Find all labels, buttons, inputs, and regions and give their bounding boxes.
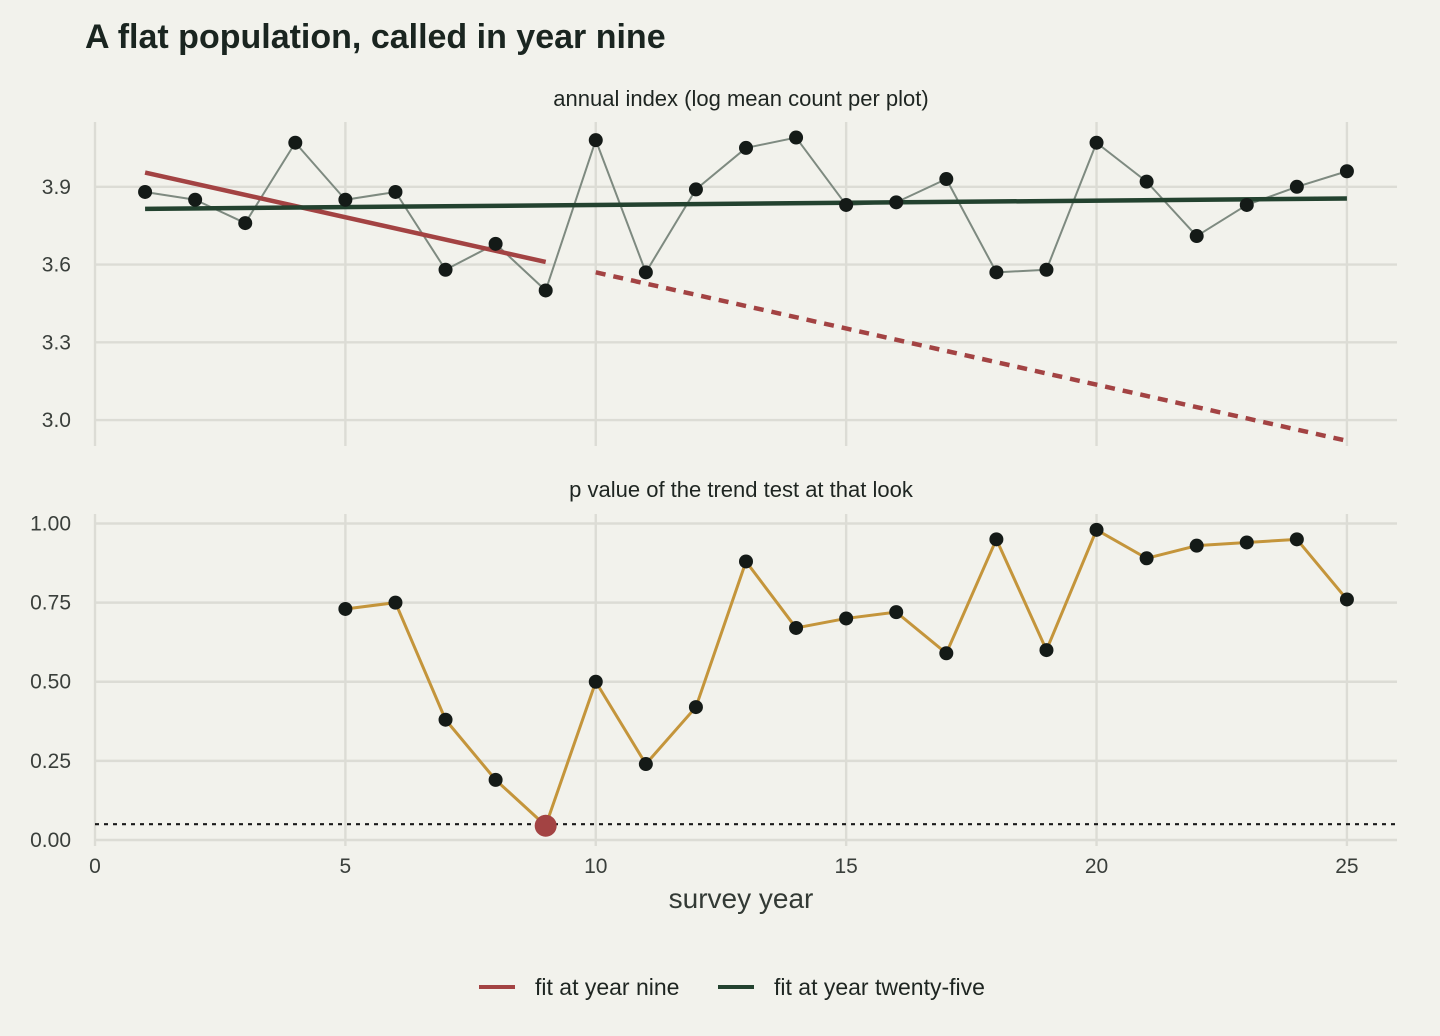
index-point [188, 192, 203, 207]
p-value-point [1239, 535, 1254, 550]
p-value-point [939, 646, 954, 661]
p-value-point [889, 605, 904, 620]
x-tick-label: 20 [1085, 855, 1108, 878]
index-point [588, 133, 603, 148]
panel-annual-index-grid [93, 122, 1397, 446]
index-point [1339, 164, 1354, 179]
p-value-point [438, 712, 453, 727]
p-value-point [1189, 538, 1204, 553]
index-point [989, 265, 1004, 280]
panel-p-value-series [95, 528, 1397, 828]
index-point [338, 192, 353, 207]
index-point [538, 283, 553, 298]
legend: fit at year nine fit at year twenty-five [479, 974, 985, 1000]
top-y-tick-label: 3.3 [42, 331, 71, 354]
index-point [1289, 179, 1304, 194]
panel-annual-index-subtitle: annual index (log mean count per plot) [553, 86, 928, 111]
index-point [1089, 135, 1104, 150]
p-value-point [989, 532, 1004, 547]
panel-p-value: p value of the trend test at that look 0… [30, 477, 1397, 878]
index-point [789, 130, 804, 145]
p-value-point [488, 772, 503, 787]
index-point [1239, 197, 1254, 212]
index-point [638, 265, 653, 280]
legend-label-fit-year-twenty-five: fit at year twenty-five [774, 974, 985, 1000]
panel-annual-index: annual index (log mean count per plot) 3… [42, 86, 1397, 446]
index-point [688, 182, 703, 197]
index-point [889, 195, 904, 210]
x-axis-ticks: 0 5 10 15 20 25 [89, 855, 1358, 878]
p-value-point [388, 595, 403, 610]
index-point [138, 184, 153, 199]
legend-label-fit-year-nine: fit at year nine [535, 974, 679, 1000]
index-point [488, 236, 503, 251]
p-value-point [688, 700, 703, 715]
bot-y-tick-label: 1.00 [30, 512, 71, 535]
bot-y-tick-label: 0.25 [30, 750, 71, 773]
top-y-tick-label: 3.9 [42, 176, 71, 199]
p-value-point [638, 757, 653, 772]
panel-p-value-y-ticks: 0.00 0.25 0.50 0.75 1.00 [30, 512, 71, 852]
p-value-point [1289, 532, 1304, 547]
x-tick-label: 0 [89, 855, 101, 878]
top-y-tick-label: 3.0 [42, 409, 71, 432]
panel-annual-index-y-ticks: 3.0 3.3 3.6 3.9 [42, 176, 71, 432]
x-tick-label: 10 [584, 855, 607, 878]
chart-title: A flat population, called in year nine [85, 18, 666, 56]
index-point [288, 135, 303, 150]
panel-p-value-subtitle: p value of the trend test at that look [569, 477, 914, 502]
p-value-point [1339, 592, 1354, 607]
panel-p-value-grid [93, 514, 1397, 846]
p-value-point [1039, 643, 1054, 658]
bot-y-tick-label: 0.75 [30, 592, 71, 615]
x-tick-label: 5 [340, 855, 352, 878]
p-value-point [588, 674, 603, 689]
top-line-fit-at-year-nine [144, 170, 547, 265]
x-tick-label: 25 [1335, 855, 1358, 878]
index-point [388, 184, 403, 199]
x-tick-label: 15 [834, 855, 857, 878]
p-value-point [739, 554, 753, 569]
index-point [739, 140, 753, 155]
highlighted-p-value-point [534, 814, 557, 837]
top-line-fit-at-year-twenty-five [145, 196, 1347, 212]
p-value-point [1139, 551, 1154, 566]
index-point [438, 262, 453, 277]
p-value-point [338, 601, 353, 616]
bot-y-tick-label: 0.00 [30, 829, 71, 852]
index-point [939, 172, 954, 187]
p-value-point [839, 611, 854, 626]
top-y-tick-label: 3.6 [42, 254, 71, 277]
bot-y-tick-label: 0.50 [30, 671, 71, 694]
panel-annual-index-series [144, 136, 1348, 444]
p-value-point [1089, 522, 1104, 537]
panel-p-value-points [338, 522, 1354, 837]
panel-annual-index-points [138, 130, 1354, 298]
index-point [1039, 262, 1054, 277]
x-axis-label: survey year [669, 883, 814, 914]
index-point [238, 216, 253, 231]
index-point [1139, 174, 1154, 189]
index-point [1189, 229, 1204, 244]
index-point [839, 197, 854, 212]
top-series-line-2 [595, 270, 1348, 444]
p-value-point [789, 620, 804, 635]
